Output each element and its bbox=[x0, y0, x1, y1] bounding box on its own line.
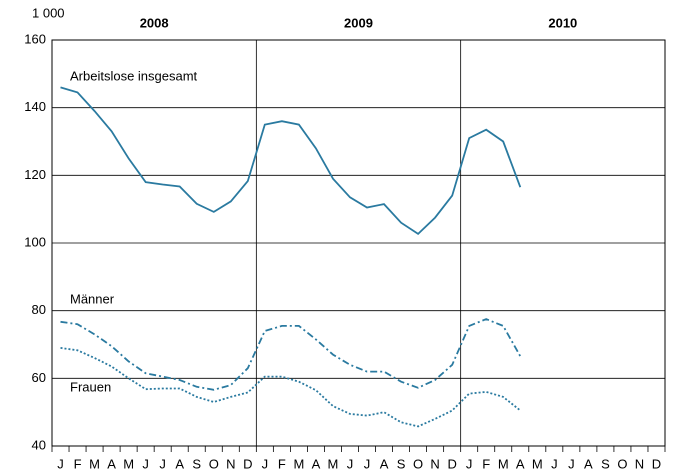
x-tick-label: A bbox=[516, 456, 525, 471]
x-tick-label: J bbox=[551, 456, 558, 471]
x-tick-label: M bbox=[89, 456, 100, 471]
x-tick-label: A bbox=[584, 456, 593, 471]
x-tick-label: F bbox=[278, 456, 286, 471]
series-label: Männer bbox=[70, 291, 115, 306]
x-tick-label: J bbox=[159, 456, 166, 471]
x-tick-label: J bbox=[364, 456, 371, 471]
year-label: 2009 bbox=[344, 15, 373, 30]
y-tick-label: 100 bbox=[24, 234, 46, 249]
x-tick-label: F bbox=[482, 456, 490, 471]
x-tick-label: M bbox=[293, 456, 304, 471]
x-tick-label: J bbox=[466, 456, 473, 471]
x-tick-label: D bbox=[652, 456, 661, 471]
x-tick-label: J bbox=[347, 456, 354, 471]
x-tick-label: J bbox=[262, 456, 269, 471]
y-tick-label: 140 bbox=[24, 99, 46, 114]
y-tick-label: 160 bbox=[24, 31, 46, 46]
x-tick-label: A bbox=[175, 456, 184, 471]
x-tick-label: J bbox=[142, 456, 149, 471]
series-line bbox=[60, 86, 522, 236]
x-tick-label: M bbox=[328, 456, 339, 471]
x-tick-label: N bbox=[635, 456, 644, 471]
series-label: Frauen bbox=[70, 379, 111, 394]
x-tick-label: S bbox=[601, 456, 610, 471]
x-tick-label: O bbox=[617, 456, 627, 471]
x-tick-label: M bbox=[498, 456, 509, 471]
x-tick-label: M bbox=[123, 456, 134, 471]
unit-label: 1 000 bbox=[32, 5, 65, 20]
series-line bbox=[60, 347, 521, 428]
x-tick-label: D bbox=[447, 456, 456, 471]
x-tick-label: S bbox=[192, 456, 201, 471]
x-tick-label: A bbox=[312, 456, 321, 471]
year-label: 2010 bbox=[548, 15, 577, 30]
x-tick-label: O bbox=[413, 456, 423, 471]
y-tick-label: 60 bbox=[32, 370, 46, 385]
x-tick-label: O bbox=[209, 456, 219, 471]
x-tick-label: A bbox=[380, 456, 389, 471]
x-tick-label: F bbox=[74, 456, 82, 471]
x-tick-label: M bbox=[532, 456, 543, 471]
x-tick-label: N bbox=[430, 456, 439, 471]
x-tick-label: N bbox=[226, 456, 235, 471]
x-tick-label: J bbox=[57, 456, 64, 471]
x-tick-label: D bbox=[243, 456, 252, 471]
x-tick-label: S bbox=[397, 456, 406, 471]
year-label: 2008 bbox=[140, 15, 169, 30]
y-tick-label: 40 bbox=[32, 437, 46, 452]
series-label: Arbeitslose insgesamt bbox=[70, 68, 198, 83]
y-tick-label: 120 bbox=[24, 167, 46, 182]
series-line bbox=[60, 318, 522, 391]
y-tick-label: 80 bbox=[32, 302, 46, 317]
x-tick-label: J bbox=[568, 456, 575, 471]
x-tick-label: A bbox=[107, 456, 116, 471]
